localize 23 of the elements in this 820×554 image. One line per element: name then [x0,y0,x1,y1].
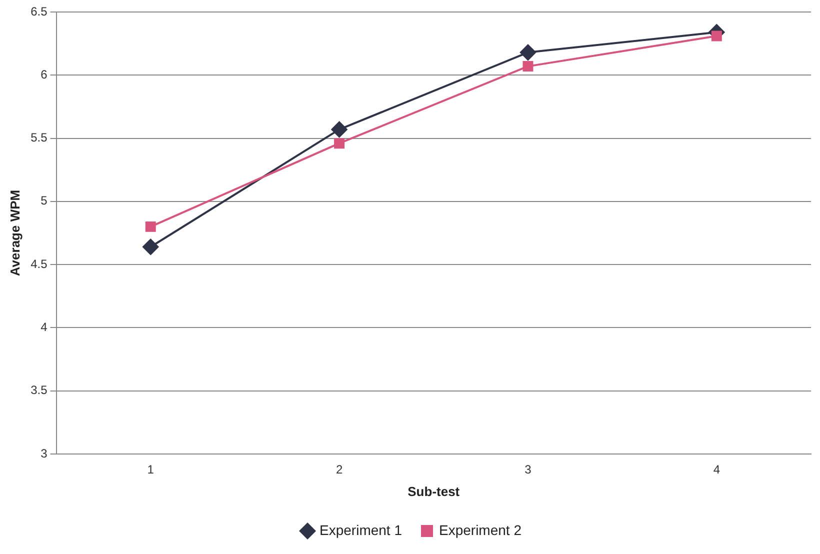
legend-label: Experiment 2 [439,522,522,538]
point [331,121,348,138]
y-tick-label: 4.5 [30,256,48,271]
y-tick-label: 5 [40,194,48,208]
x-axis-title: Sub-test [408,484,460,499]
x-tick-label: 3 [524,462,532,477]
point [711,30,722,42]
point [142,238,159,255]
x-tick-label: 2 [336,462,343,477]
y-tick-label: 3 [40,446,48,460]
y-tick-label: 3.5 [30,383,48,398]
point [145,221,156,232]
point [522,61,534,72]
y-tick-label: 6.5 [30,4,48,18]
point [520,44,536,60]
legend-label: Experiment 1 [320,522,402,538]
y-axis-title: Average WPM [7,190,22,276]
x-tick-label: 4 [713,462,720,477]
y-tick-label: 5.5 [30,130,48,145]
x-tick-label: 1 [147,462,154,477]
y-tick-label: 4 [40,320,48,334]
y-tick-label: 6 [40,67,48,82]
point [334,138,345,149]
